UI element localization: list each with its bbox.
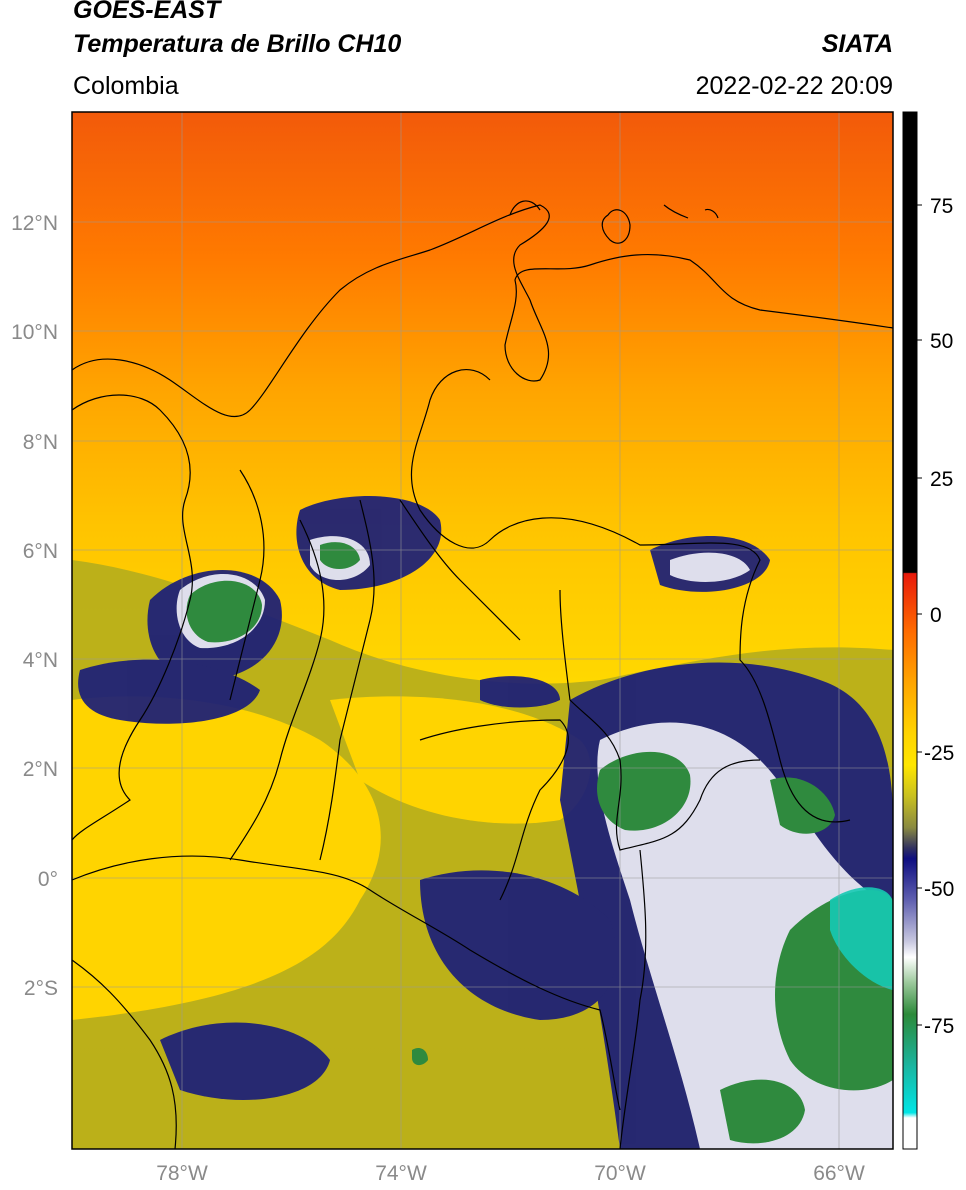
lat-tick: 0°	[38, 868, 58, 891]
datetime-label: 2022-02-22 20:09	[695, 72, 893, 100]
graticule	[72, 112, 893, 1149]
lat-tick: 10°N	[11, 321, 58, 344]
colorbar-ramp	[902, 111, 918, 1150]
colorbar-tick: 0	[930, 604, 942, 627]
product-title: Temperatura de Brillo CH10	[73, 30, 402, 58]
lon-tick: 78°W	[156, 1162, 208, 1185]
lat-tick: 2°N	[23, 758, 58, 781]
lat-tick: 6°N	[23, 540, 58, 563]
region-label: Colombia	[73, 72, 179, 100]
colorbar: 75 50 25 0 -25 -50 -75	[902, 111, 954, 1150]
colorbar-tick: -25	[924, 742, 954, 765]
lat-tick: 8°N	[23, 431, 58, 454]
colorbar-tick: 75	[930, 195, 953, 218]
satellite-title: GOES-EAST	[73, 0, 221, 24]
map-area	[72, 112, 893, 1149]
lat-axis: 12°N 10°N 8°N 6°N 4°N 2°N 0° 2°S	[11, 212, 58, 1000]
colorbar-tick: 25	[930, 468, 953, 491]
map-frame	[71, 111, 894, 1150]
lat-tick: 12°N	[11, 212, 58, 235]
lon-tick: 66°W	[813, 1162, 865, 1185]
lon-axis: 78°W 74°W 70°W 66°W	[156, 1162, 865, 1185]
lon-tick: 70°W	[594, 1162, 646, 1185]
lat-tick: 2°S	[24, 977, 58, 1000]
lon-tick: 74°W	[375, 1162, 427, 1185]
borders-coastlines	[72, 200, 893, 1149]
colorbar-tick: -75	[924, 1015, 954, 1038]
source-label: SIATA	[821, 30, 893, 58]
colorbar-tick: -50	[924, 878, 954, 901]
lat-tick: 4°N	[23, 649, 58, 672]
colorbar-tick: 50	[930, 330, 953, 353]
